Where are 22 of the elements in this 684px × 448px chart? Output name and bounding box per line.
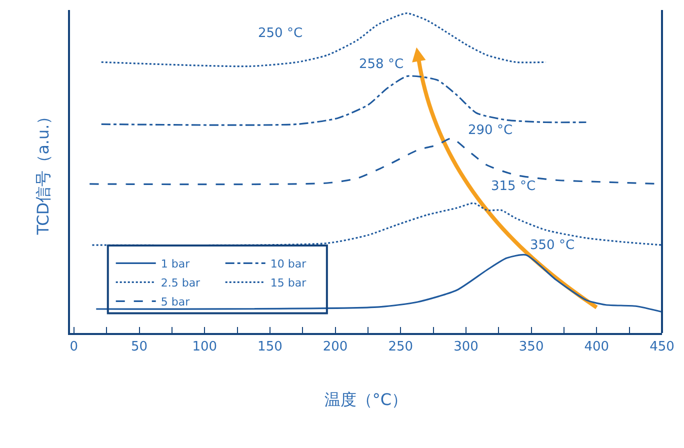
legend-label: 5 bar [160,295,190,308]
x-tick-label: 300 [454,340,478,355]
annotation: 258 °C [359,57,404,72]
x-tick-label: 450 [650,340,674,355]
annotation: 350 °C [530,238,575,253]
legend-label: 1 bar [160,257,190,270]
legend-label: 10 bar [270,257,307,270]
x-tick-label: 250 [388,340,414,355]
x-tick-label: 0 [70,340,78,355]
annotation: 315 °C [491,179,536,194]
annotation: 250 °C [258,26,303,41]
legend-label: 2.5 bar [160,276,201,290]
y-axis-title: TCD信号（a.u.） [33,108,52,236]
legend-label: 15 bar [270,276,307,290]
x-tick-label: 100 [192,340,218,355]
x-tick-label: 200 [322,340,348,355]
x-tick-label: 400 [584,340,610,355]
x-axis-title: 温度（°C） [324,390,408,409]
x-tick-label: 150 [258,340,282,355]
annotation: 290 °C [468,123,513,138]
x-tick-label: 50 [130,340,148,355]
x-tick-label: 350 [518,340,544,355]
